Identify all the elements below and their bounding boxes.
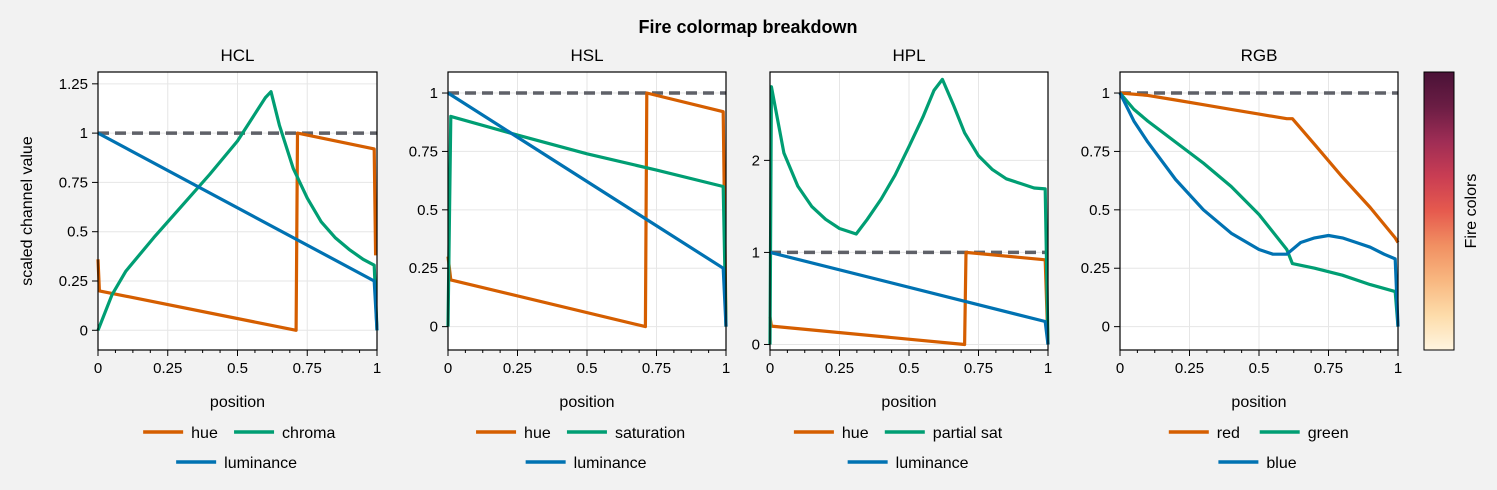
legend: hue partial sat luminance bbox=[793, 425, 1003, 472]
y-tick-label: 0.75 bbox=[1081, 143, 1110, 160]
x-tick-label: 0.25 bbox=[503, 360, 532, 377]
y-tick-label: 0.75 bbox=[409, 143, 438, 160]
legend: hue chroma luminance bbox=[143, 425, 336, 472]
y-tick-label: 2 bbox=[752, 152, 760, 169]
x-tick-label: 1 bbox=[722, 360, 730, 377]
series-line-hue bbox=[96, 131, 378, 332]
panel-hpl: 0 0.25 0.5 0.75 1 0 1 2 HPL position hue partial sa… bbox=[752, 46, 1053, 472]
y-tick-label: 0 bbox=[80, 322, 88, 339]
series-line-luminance bbox=[769, 250, 1050, 345]
x-tick-label: 1 bbox=[1394, 360, 1402, 377]
x-tick-label: 0.75 bbox=[964, 360, 993, 377]
legend-label-saturation: saturation bbox=[615, 425, 685, 442]
legend-label-luminance: luminance bbox=[574, 455, 647, 472]
panel-title: HCL bbox=[220, 46, 254, 65]
panel-hsl: 0 0.25 0.5 0.75 1 0 0.25 0.5 0.75 1 HSL position hue… bbox=[409, 46, 730, 472]
x-tick-label: 0.5 bbox=[227, 360, 248, 377]
panel-title: HPL bbox=[892, 46, 925, 65]
series-line-partial-sat bbox=[768, 77, 1050, 345]
legend-label-green: green bbox=[1308, 425, 1349, 442]
x-tick-label: 1 bbox=[373, 360, 381, 377]
y-tick-label: 0.25 bbox=[59, 273, 88, 290]
panel-hcl: 0 0.25 0.5 0.75 1 0 0.25 0.5 0.75 1 1.25 HCL positio… bbox=[19, 46, 381, 472]
y-tick-label: 0 bbox=[1102, 319, 1110, 336]
y-tick-label: 0 bbox=[752, 336, 760, 353]
series-line-red bbox=[1119, 91, 1400, 244]
series-line-chroma bbox=[96, 90, 379, 331]
colorbar-gradient bbox=[1423, 71, 1455, 351]
legend: red green blue bbox=[1168, 425, 1349, 472]
series-line-luminance bbox=[97, 131, 379, 331]
legend-label-hue: hue bbox=[842, 425, 869, 442]
legend-label-chroma: chroma bbox=[282, 425, 335, 442]
y-tick-label: 1 bbox=[430, 85, 438, 102]
x-tick-label: 0.25 bbox=[825, 360, 854, 377]
y-tick-label: 1 bbox=[752, 244, 760, 261]
legend-label-blue: blue bbox=[1266, 455, 1296, 472]
legend-label-luminance: luminance bbox=[896, 455, 969, 472]
x-tick-label: 0 bbox=[444, 360, 452, 377]
colorbar: Fire colors bbox=[1423, 71, 1480, 351]
x-tick-label: 0.75 bbox=[1314, 360, 1343, 377]
x-tick-label: 0.5 bbox=[899, 360, 920, 377]
x-tick-label: 0 bbox=[94, 360, 102, 377]
series-line-saturation bbox=[446, 114, 728, 327]
y-tick-label: 0.5 bbox=[1089, 202, 1110, 219]
legend-label-luminance: luminance bbox=[224, 455, 297, 472]
y-tick-label: 0.25 bbox=[1081, 260, 1110, 277]
panel-rgb: 0 0.25 0.5 0.75 1 0 0.25 0.5 0.75 1 RGB position red… bbox=[1081, 46, 1402, 472]
series-line-luminance bbox=[447, 91, 728, 327]
y-tick-label: 0.75 bbox=[59, 174, 88, 191]
x-tick-label: 1 bbox=[1044, 360, 1052, 377]
x-tick-label: 0 bbox=[766, 360, 774, 377]
x-tick-label: 0.5 bbox=[1249, 360, 1270, 377]
y-tick-label: 0.5 bbox=[417, 202, 438, 219]
legend-label-hue: hue bbox=[191, 425, 218, 442]
legend-label-red: red bbox=[1217, 425, 1240, 442]
x-axis-label: position bbox=[559, 394, 614, 411]
panel-title: RGB bbox=[1241, 46, 1278, 65]
colorbar-label: Fire colors bbox=[1463, 174, 1480, 249]
x-tick-label: 0.5 bbox=[577, 360, 598, 377]
y-tick-label: 1 bbox=[1102, 85, 1110, 102]
y-tick-label: 1.25 bbox=[59, 76, 88, 93]
series-line-green bbox=[1118, 91, 1400, 327]
figure-title: Fire colormap breakdown bbox=[638, 17, 857, 37]
x-axis-label: position bbox=[1231, 394, 1286, 411]
x-tick-label: 0.75 bbox=[642, 360, 671, 377]
series-line-hue bbox=[446, 91, 728, 329]
x-tick-label: 0.25 bbox=[1175, 360, 1204, 377]
y-tick-label: 0.5 bbox=[67, 224, 88, 241]
legend-label-partial-sat: partial sat bbox=[933, 425, 1003, 442]
x-tick-label: 0.25 bbox=[153, 360, 182, 377]
panel-title: HSL bbox=[570, 46, 603, 65]
x-axis-label: position bbox=[210, 394, 265, 411]
y-tick-label: 1 bbox=[80, 125, 88, 142]
x-tick-label: 0.75 bbox=[293, 360, 322, 377]
series-line-blue bbox=[1118, 92, 1400, 327]
x-tick-label: 0 bbox=[1116, 360, 1124, 377]
x-axis-label: position bbox=[881, 394, 936, 411]
legend: hue saturation luminance bbox=[476, 425, 685, 472]
y-axis-label: scaled channel value bbox=[19, 136, 36, 286]
legend-label-hue: hue bbox=[524, 425, 551, 442]
y-tick-label: 0.25 bbox=[409, 260, 438, 277]
y-tick-label: 0 bbox=[430, 319, 438, 336]
